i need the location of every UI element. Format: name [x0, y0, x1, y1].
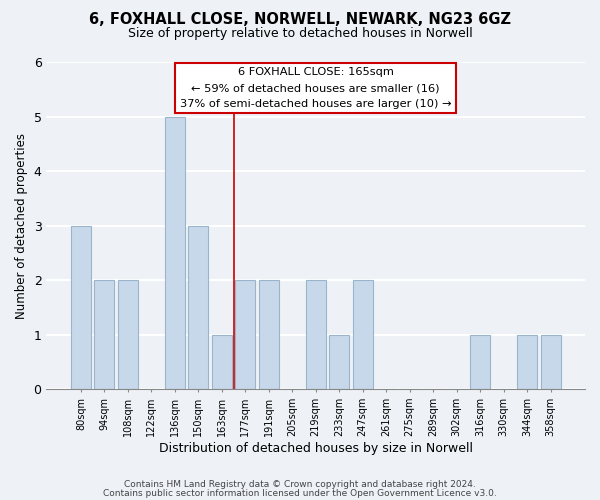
- Text: Contains public sector information licensed under the Open Government Licence v3: Contains public sector information licen…: [103, 488, 497, 498]
- Bar: [188, 226, 208, 390]
- Bar: [118, 280, 138, 390]
- Text: Size of property relative to detached houses in Norwell: Size of property relative to detached ho…: [128, 28, 472, 40]
- Bar: [235, 280, 255, 390]
- Bar: [94, 280, 115, 390]
- Text: 6 FOXHALL CLOSE: 165sqm
← 59% of detached houses are smaller (16)
37% of semi-de: 6 FOXHALL CLOSE: 165sqm ← 59% of detache…: [180, 68, 451, 108]
- Bar: [259, 280, 279, 390]
- Bar: [517, 335, 537, 390]
- Text: Contains HM Land Registry data © Crown copyright and database right 2024.: Contains HM Land Registry data © Crown c…: [124, 480, 476, 489]
- Bar: [353, 280, 373, 390]
- Bar: [329, 335, 349, 390]
- Bar: [71, 226, 91, 390]
- Bar: [165, 117, 185, 390]
- Bar: [541, 335, 560, 390]
- Bar: [306, 280, 326, 390]
- X-axis label: Distribution of detached houses by size in Norwell: Distribution of detached houses by size …: [159, 442, 473, 455]
- Y-axis label: Number of detached properties: Number of detached properties: [15, 133, 28, 319]
- Bar: [212, 335, 232, 390]
- Text: 6, FOXHALL CLOSE, NORWELL, NEWARK, NG23 6GZ: 6, FOXHALL CLOSE, NORWELL, NEWARK, NG23 …: [89, 12, 511, 28]
- Bar: [470, 335, 490, 390]
